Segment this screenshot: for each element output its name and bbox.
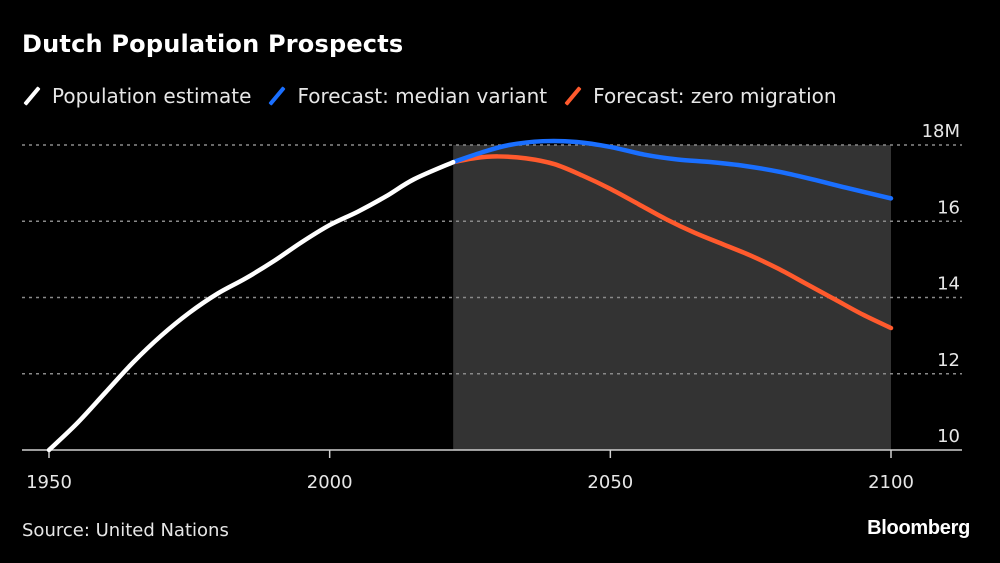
x-tick-label: 2100 xyxy=(868,472,914,493)
y-tick-label: 10 xyxy=(937,426,960,447)
x-tick-label: 1950 xyxy=(26,472,72,493)
legend-item-zero-migration: Forecast: zero migration xyxy=(563,84,836,108)
source-note: Source: United Nations xyxy=(22,520,229,541)
y-tick-label: 14 xyxy=(937,274,960,295)
legend-label: Forecast: median variant xyxy=(297,84,548,108)
bloomberg-logo: Bloomberg xyxy=(867,517,970,539)
forecast-shaded-region xyxy=(453,145,891,450)
series-line-median-variant xyxy=(450,138,894,201)
y-tick-label: 12 xyxy=(937,350,960,371)
y-tick-label: 16 xyxy=(937,197,960,218)
y-tick-label: 18M xyxy=(922,121,960,142)
x-tick-label: 2000 xyxy=(307,472,353,493)
chart-title: Dutch Population Prospects xyxy=(22,30,404,58)
legend-item-median-variant: Forecast: median variant xyxy=(267,84,547,108)
series-line-population-estimate xyxy=(46,159,456,453)
legend: Population estimate Forecast: median var… xyxy=(22,82,853,110)
legend-item-population-estimate: Population estimate xyxy=(22,84,251,108)
legend-label: Forecast: zero migration xyxy=(593,84,837,108)
legend-label: Population estimate xyxy=(52,84,252,108)
x-tick-label: 2050 xyxy=(587,472,633,493)
series-line-zero-migration xyxy=(450,154,894,331)
